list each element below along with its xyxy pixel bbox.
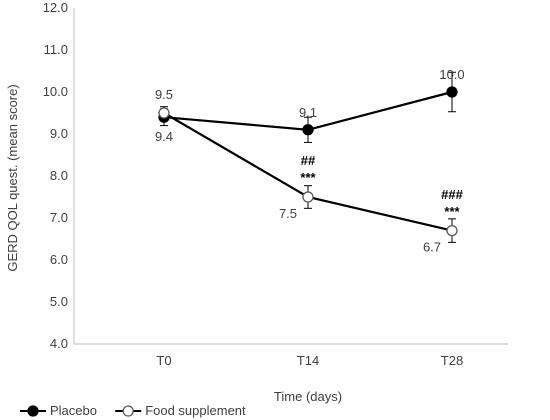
data-label: 10.0 — [439, 67, 464, 82]
legend-marker — [27, 405, 39, 417]
x-axis-ticks: T0 T14 T28 — [156, 353, 463, 368]
series-placebo: 9.4 9.1 10.0 — [155, 67, 465, 144]
x-axis-title: Time (days) — [274, 389, 342, 404]
data-point — [158, 107, 170, 119]
y-tick-label: 12.0 — [43, 0, 68, 15]
data-label: 9.5 — [155, 87, 173, 102]
y-tick-label: 6.0 — [50, 252, 68, 267]
data-point — [302, 124, 314, 136]
annotations: ## *** ### *** — [300, 153, 463, 219]
y-tick-label: 5.0 — [50, 294, 68, 309]
significance-mark: ### — [441, 187, 463, 202]
y-tick-label: 9.0 — [50, 126, 68, 141]
legend-item: Placebo — [20, 403, 97, 418]
y-axis-title: GERD QOL quest. (mean score) — [5, 84, 20, 271]
y-axis-ticks: 4.0 5.0 6.0 7.0 8.0 9.0 10.0 11.0 12.0 — [43, 0, 68, 351]
y-tick-label: 7.0 — [50, 210, 68, 225]
legend-label: Placebo — [50, 403, 97, 418]
significance-mark: *** — [444, 204, 460, 219]
y-tick-label: 8.0 — [50, 168, 68, 183]
data-point — [302, 191, 314, 203]
data-point — [446, 86, 458, 98]
legend: Placebo Food supplement — [20, 403, 246, 418]
y-tick-label: 10.0 — [43, 84, 68, 99]
legend-marker — [122, 405, 134, 417]
x-tick-label: T28 — [441, 353, 463, 368]
significance-mark: *** — [300, 170, 316, 185]
data-label: 7.5 — [279, 206, 297, 221]
data-label: 9.4 — [155, 129, 173, 144]
y-tick-label: 11.0 — [44, 42, 68, 57]
data-point — [446, 224, 458, 237]
data-label: 6.7 — [423, 240, 441, 255]
x-tick-label: T14 — [297, 353, 319, 368]
x-tick-label: T0 — [156, 353, 171, 368]
series-food-supplement: 9.5 7.5 6.7 — [155, 87, 458, 255]
significance-mark: ## — [301, 153, 316, 168]
y-tick-label: 4.0 — [50, 336, 68, 351]
series-layer: 9.4 9.1 10.0 9.5 7.5 6.7 — [155, 67, 465, 255]
legend-label: Food supplement — [145, 403, 246, 418]
data-label: 9.1 — [299, 105, 317, 120]
legend-item: Food supplement — [115, 403, 246, 418]
